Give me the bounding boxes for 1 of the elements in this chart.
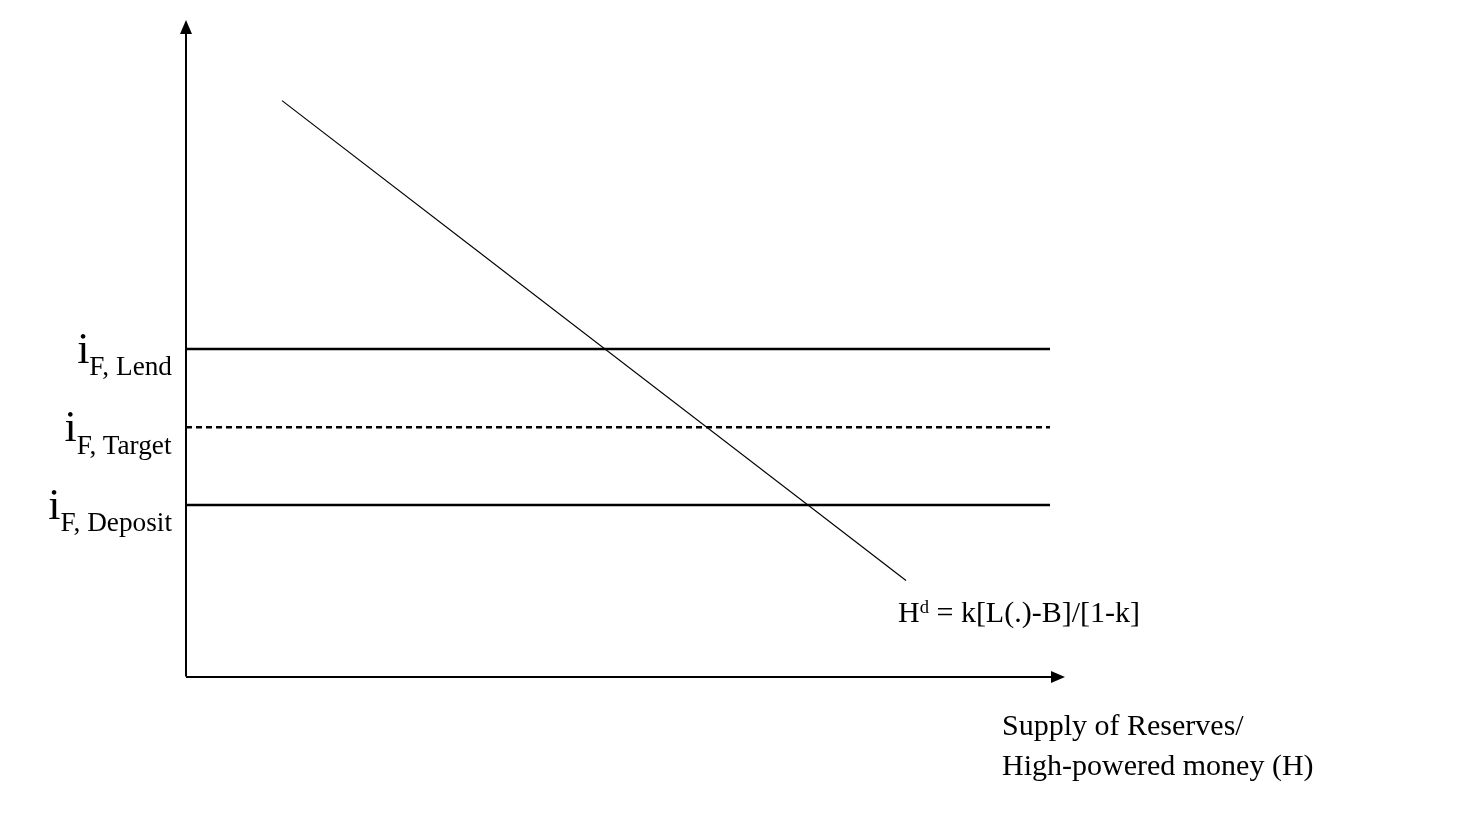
- x-axis-title: Supply of Reserves/ High-powered money (H): [1002, 707, 1314, 782]
